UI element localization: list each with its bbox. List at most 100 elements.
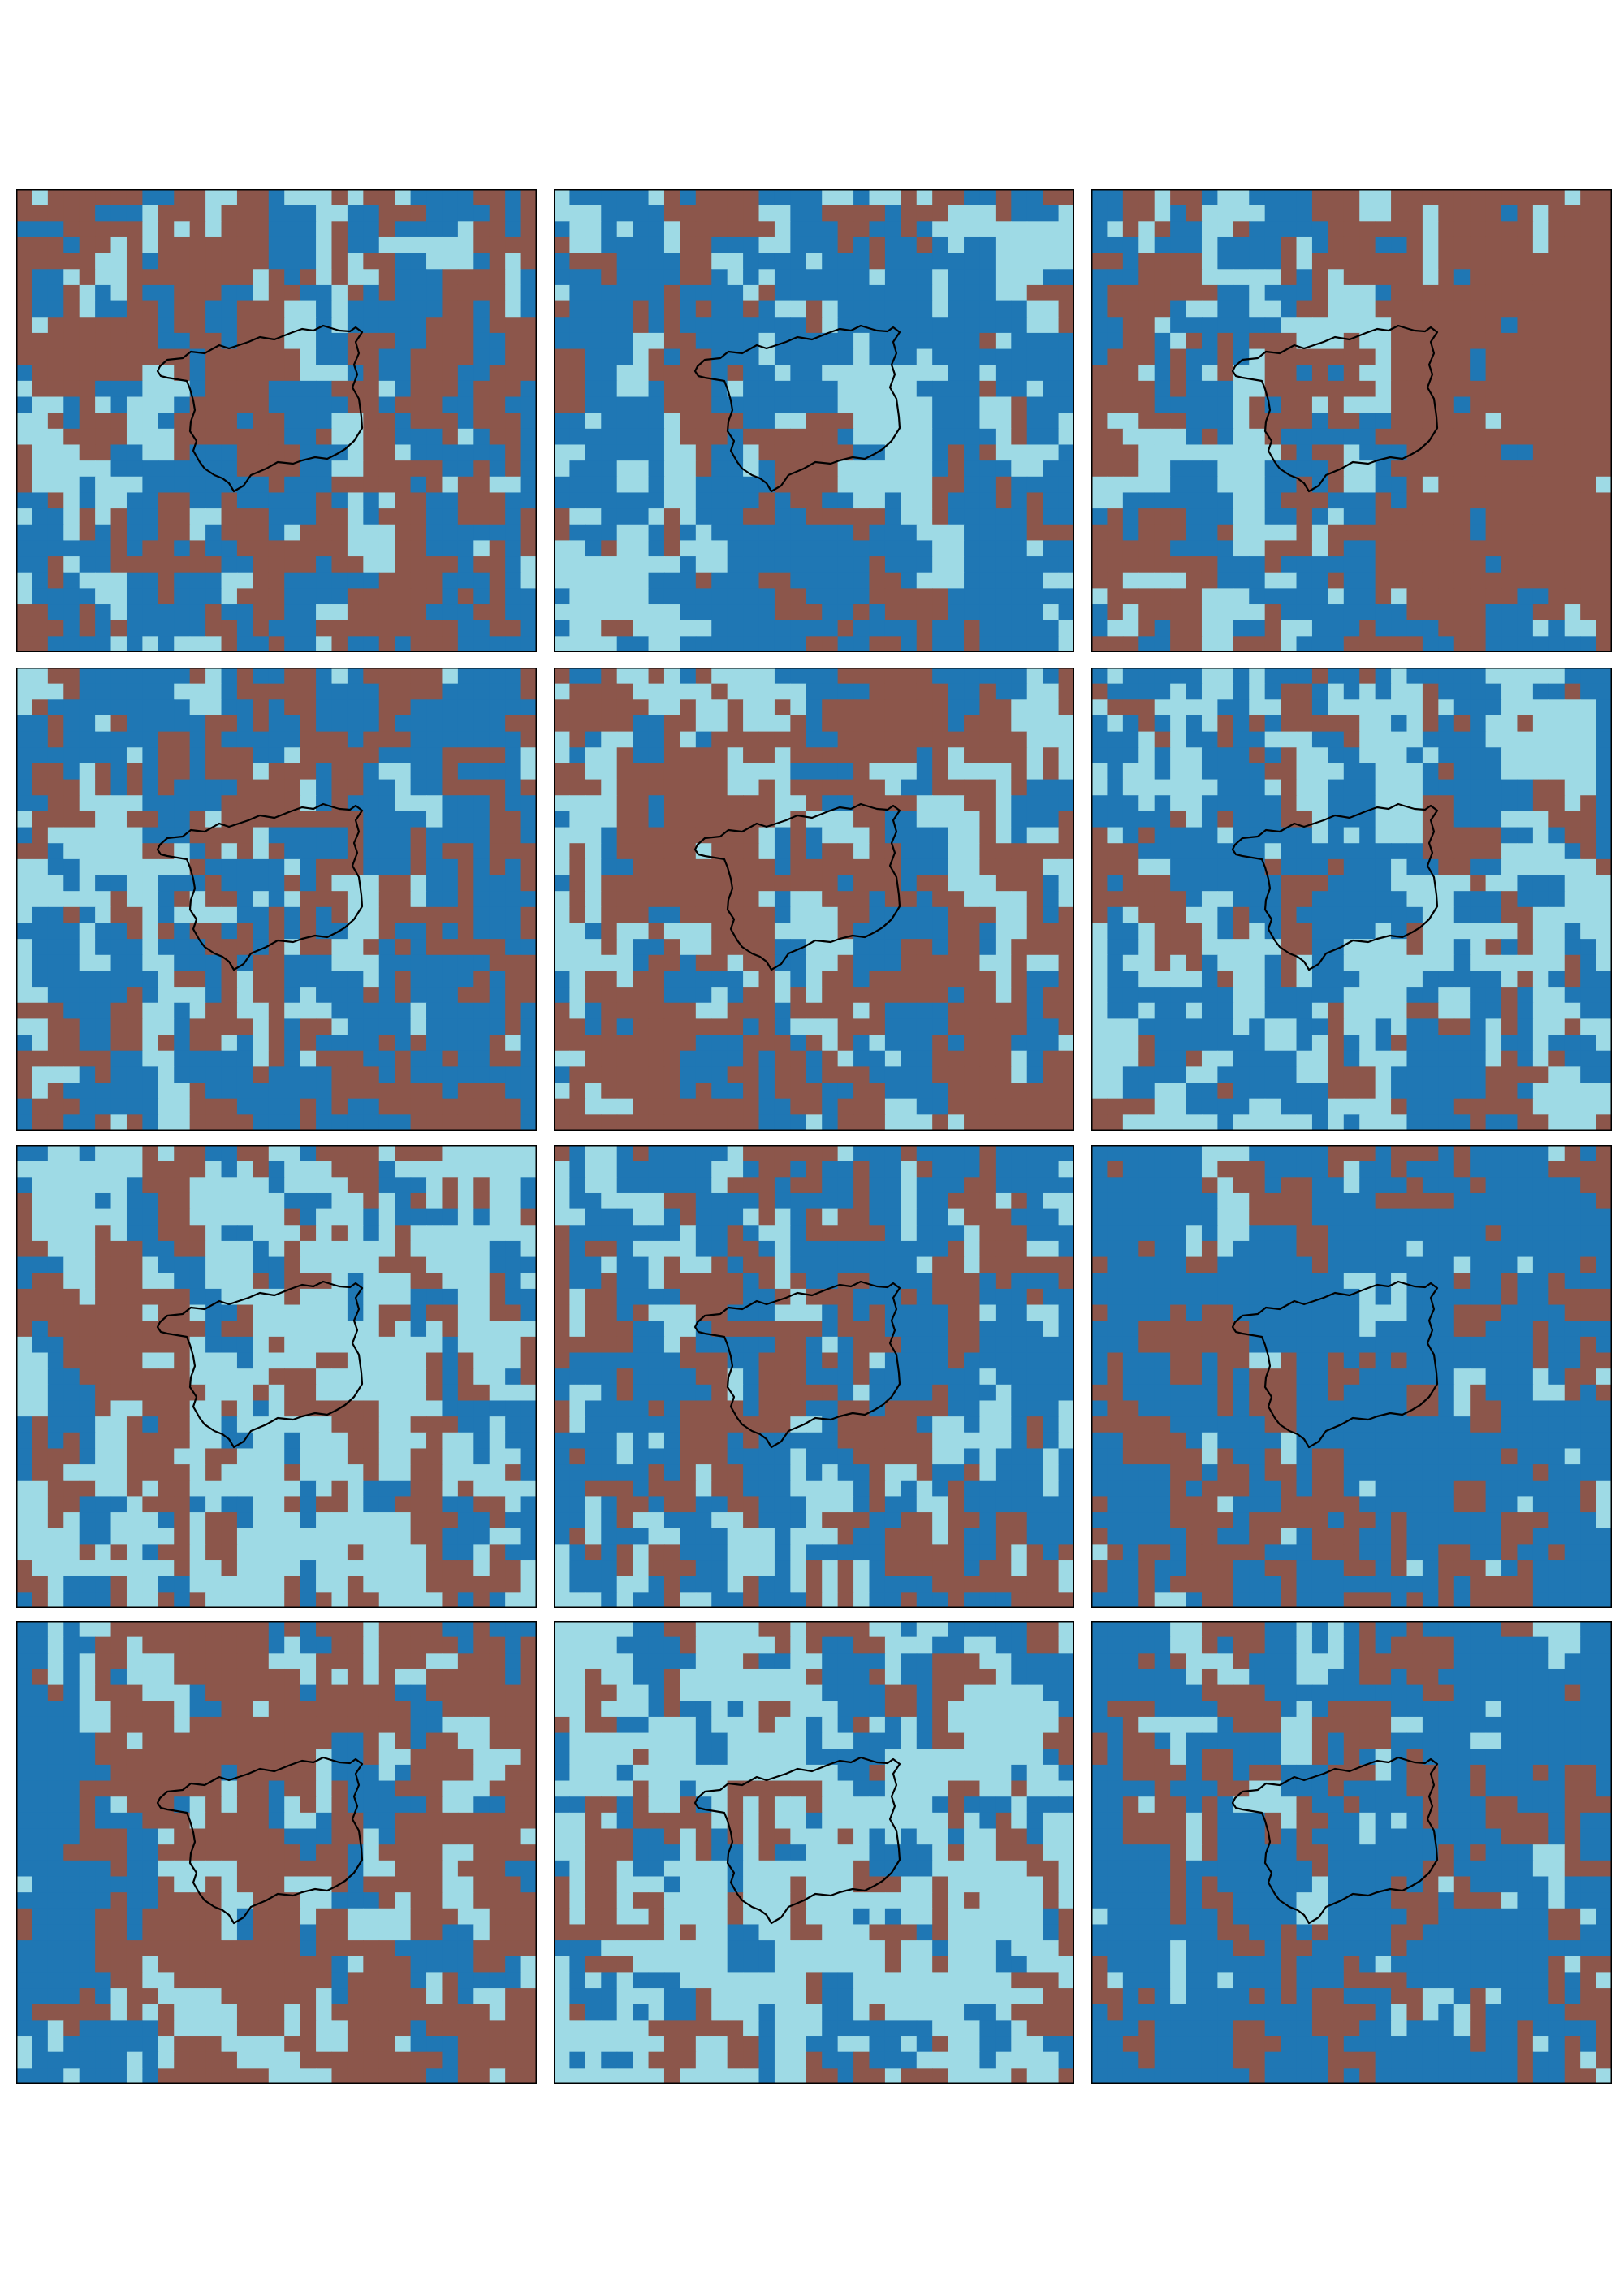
- grid-cell: [1328, 300, 1345, 318]
- grid-cell: [932, 221, 949, 238]
- grid-cell: [916, 1035, 933, 1052]
- grid-cell: [663, 843, 680, 860]
- grid-cell: [189, 508, 206, 525]
- grid-cell: [837, 332, 854, 350]
- grid-cell: [1138, 476, 1155, 494]
- grid-cell: [363, 971, 380, 988]
- grid-cell: [489, 683, 506, 700]
- grid-cell: [1264, 205, 1281, 222]
- grid-cell: [520, 365, 537, 382]
- grid-cell: [1596, 396, 1612, 413]
- grid-cell: [648, 365, 665, 382]
- grid-cell: [1138, 413, 1155, 430]
- grid-cell: [32, 795, 49, 812]
- grid-cell: [680, 524, 697, 542]
- grid-cell: [16, 843, 33, 860]
- grid-cell: [221, 668, 238, 685]
- grid-cell: [520, 492, 537, 509]
- grid-cell: [774, 843, 791, 860]
- grid-cell: [95, 444, 112, 461]
- grid-cell: [554, 444, 571, 461]
- grid-cell: [410, 1050, 427, 1067]
- grid-cell: [426, 205, 443, 222]
- grid-cell: [1011, 253, 1028, 270]
- grid-cell: [284, 540, 301, 557]
- grid-cell: [1201, 444, 1218, 461]
- grid-cell: [1058, 811, 1074, 828]
- grid-cell: [1154, 747, 1171, 764]
- grid-cell: [1138, 604, 1155, 621]
- grid-cell: [300, 428, 317, 446]
- grid-cell: [189, 987, 206, 1004]
- grid-cell: [1043, 556, 1060, 573]
- grid-cell: [601, 811, 618, 828]
- grid-cell: [837, 1050, 854, 1067]
- grid-cell: [1043, 827, 1060, 844]
- grid-cell: [442, 954, 459, 972]
- grid-cell: [95, 939, 112, 956]
- grid-cell: [1026, 317, 1043, 334]
- grid-cell: [806, 923, 823, 940]
- grid-cell: [426, 476, 443, 494]
- grid-cell: [395, 508, 412, 525]
- grid-cell: [869, 731, 886, 748]
- grid-cell: [1453, 284, 1471, 302]
- grid-cell: [410, 413, 427, 430]
- grid-cell: [979, 779, 996, 796]
- grid-cell: [378, 460, 395, 478]
- grid-cell: [1170, 300, 1187, 318]
- grid-cell: [1043, 875, 1060, 892]
- grid-cell: [1186, 428, 1203, 446]
- grid-cell: [158, 971, 175, 988]
- grid-cell: [32, 939, 49, 956]
- grid-cell: [932, 269, 949, 286]
- grid-cell: [1343, 683, 1360, 700]
- grid-cell: [378, 556, 395, 573]
- grid-cell: [1154, 460, 1171, 478]
- grid-cell: [1548, 380, 1566, 398]
- grid-cell: [1375, 460, 1392, 478]
- grid-cell: [1201, 699, 1218, 716]
- grid-cell: [79, 987, 96, 1004]
- grid-cell: [126, 269, 143, 286]
- grid-cell: [268, 205, 285, 222]
- grid-cell: [995, 540, 1012, 557]
- grid-cell: [1391, 668, 1408, 685]
- grid-cell: [331, 540, 348, 557]
- grid-cell: [1122, 620, 1139, 637]
- grid-cell: [1170, 699, 1187, 716]
- grid-cell: [142, 253, 159, 270]
- grid-cell: [743, 380, 760, 398]
- grid-cell: [520, 205, 537, 222]
- grid-cell: [32, 540, 49, 557]
- grid-cell: [174, 556, 191, 573]
- grid-cell: [554, 811, 571, 828]
- grid-cell: [569, 1083, 586, 1100]
- grid-cell: [727, 604, 744, 621]
- grid-cell: [1026, 189, 1043, 206]
- grid-cell: [142, 348, 159, 365]
- grid-cell: [1501, 636, 1518, 652]
- grid-cell: [363, 906, 380, 924]
- grid-cell: [189, 1035, 206, 1052]
- grid-cell: [853, 572, 870, 589]
- grid-cell: [126, 668, 143, 685]
- grid-cell: [806, 954, 823, 972]
- grid-cell: [711, 348, 728, 365]
- grid-cell: [601, 317, 618, 334]
- grid-cell: [1596, 317, 1612, 334]
- grid-cell: [1138, 460, 1155, 478]
- grid-cell: [1217, 636, 1234, 652]
- grid-cell: [158, 413, 175, 430]
- grid-cell: [1281, 269, 1298, 286]
- grid-cell: [1501, 460, 1518, 478]
- grid-cell: [174, 906, 191, 924]
- grid-cell: [680, 747, 697, 764]
- map-panel-5: [554, 668, 1074, 1131]
- grid-cell: [110, 843, 127, 860]
- grid-cell: [1501, 189, 1518, 206]
- grid-cell: [758, 763, 775, 780]
- grid-cell: [347, 731, 364, 748]
- grid-cell: [616, 588, 633, 605]
- grid-cell: [995, 1066, 1012, 1083]
